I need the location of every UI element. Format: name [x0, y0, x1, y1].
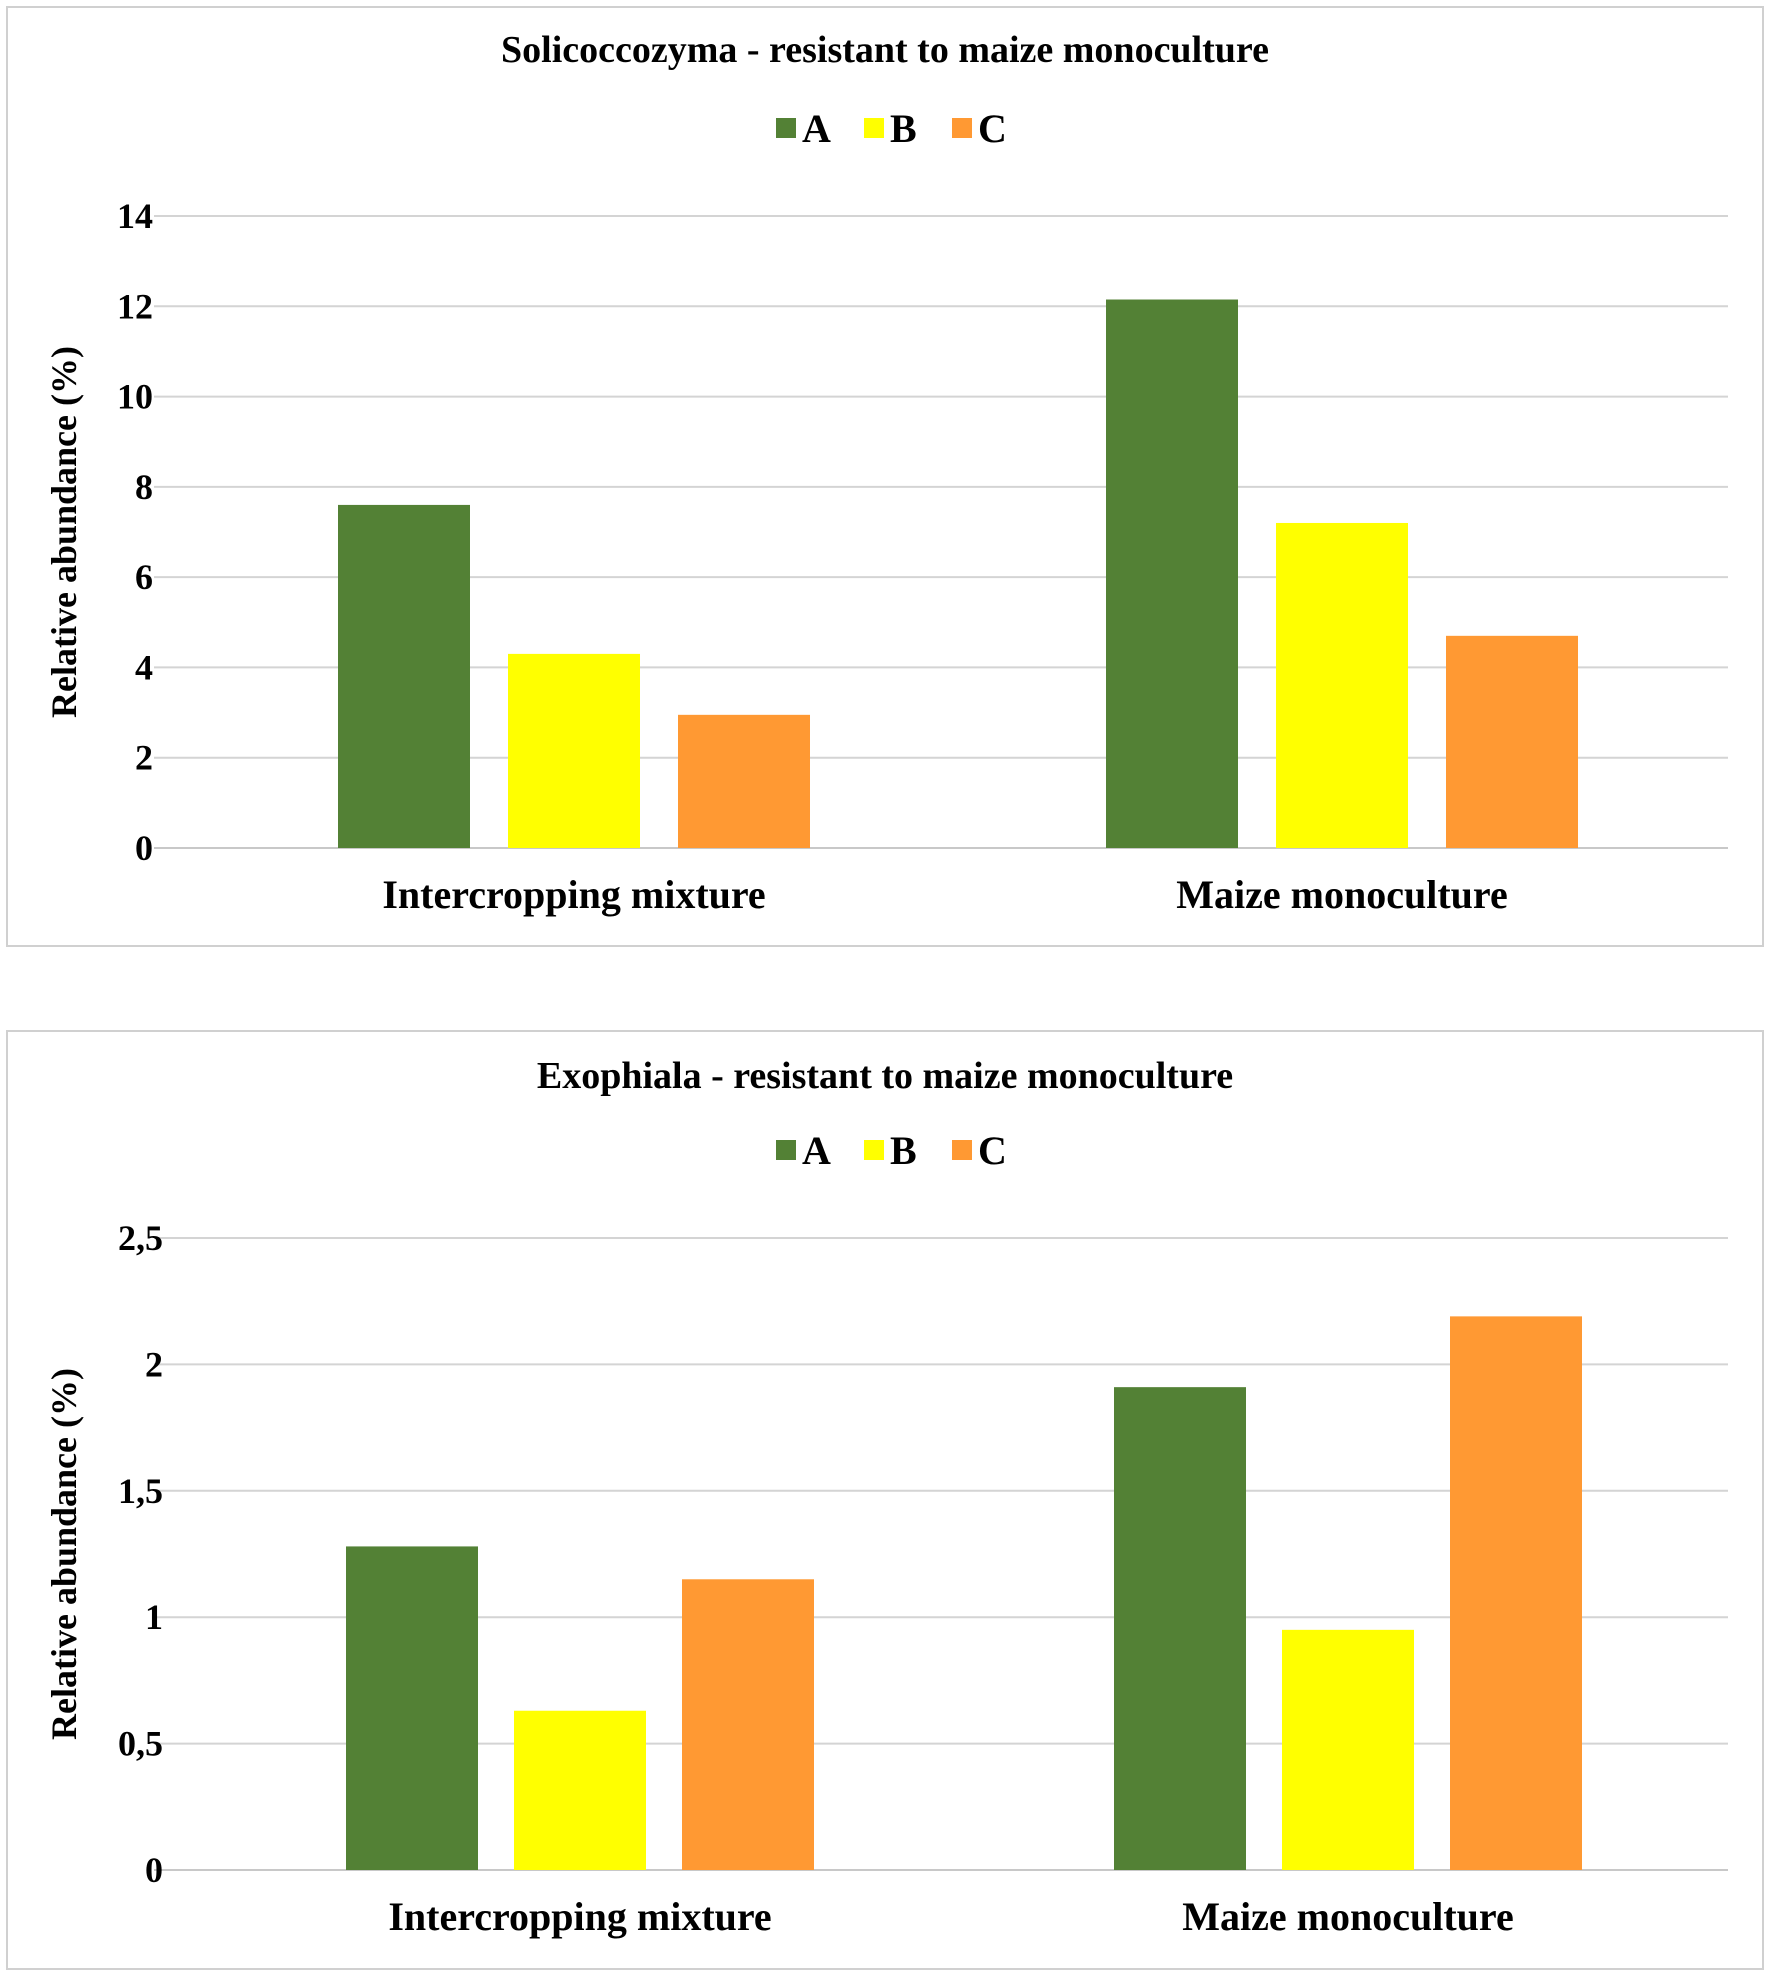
y-tick-label: 0: [145, 1850, 163, 1890]
bar-a-intercropping-mixture: [338, 504, 470, 848]
bar-b-maize-monoculture: [1276, 522, 1408, 848]
bar-c-intercropping-mixture: [682, 1579, 814, 1870]
y-tick-label: 0,5: [118, 1724, 163, 1764]
legend-label-b: B: [890, 1128, 917, 1173]
legend-label-c: C: [978, 106, 1007, 151]
legend-label-a: A: [802, 1128, 831, 1173]
chart-panel-exophiala: Exophiala - resistant to maize monocultu…: [6, 1030, 1764, 1970]
bar-c-maize-monoculture: [1450, 1316, 1582, 1870]
chart-exophiala: Exophiala - resistant to maize monocultu…: [44, 1055, 1728, 1939]
x-category-label: Intercropping mixture: [382, 872, 765, 917]
legend-swatch-a: [776, 118, 796, 138]
y-tick-label: 10: [117, 377, 153, 417]
bar-b-intercropping-mixture: [514, 1710, 646, 1870]
x-category-label: Maize monoculture: [1182, 1894, 1513, 1939]
legend-swatch-c: [952, 1140, 972, 1160]
y-tick-label: 2: [145, 1344, 163, 1384]
chart-solicoccozyma: Solicoccozyma - resistant to maize monoc…: [44, 29, 1728, 917]
legend-swatch-b: [864, 118, 884, 138]
x-category-label: Intercropping mixture: [388, 1894, 771, 1939]
legend-label-a: A: [802, 106, 831, 151]
legend-swatch-b: [864, 1140, 884, 1160]
y-tick-label: 2,5: [118, 1218, 163, 1258]
y-tick-label: 14: [117, 196, 153, 236]
y-tick-label: 6: [135, 557, 153, 597]
legend-swatch-c: [952, 118, 972, 138]
legend-label-b: B: [890, 106, 917, 151]
y-tick-label: 1,5: [118, 1471, 163, 1511]
bar-a-maize-monoculture: [1106, 299, 1238, 848]
y-tick-label: 12: [117, 286, 153, 326]
y-tick-label: 4: [135, 647, 153, 687]
legend-swatch-a: [776, 1140, 796, 1160]
y-tick-label: 1: [145, 1597, 163, 1637]
x-category-label: Maize monoculture: [1176, 872, 1507, 917]
bar-c-maize-monoculture: [1446, 635, 1578, 848]
chart-panel-solicoccozyma: Solicoccozyma - resistant to maize monoc…: [6, 6, 1764, 947]
y-tick-label: 2: [135, 738, 153, 778]
bar-c-intercropping-mixture: [678, 714, 810, 848]
chart-title: Exophiala - resistant to maize monocultu…: [537, 1055, 1233, 1097]
bar-b-maize-monoculture: [1282, 1629, 1414, 1870]
y-axis-title: Relative abundance (%): [44, 1368, 84, 1740]
y-tick-label: 8: [135, 467, 153, 507]
legend-label-c: C: [978, 1128, 1007, 1173]
bar-b-intercropping-mixture: [508, 653, 640, 848]
bar-a-maize-monoculture: [1114, 1387, 1246, 1870]
y-tick-label: 0: [135, 828, 153, 868]
y-axis-title: Relative abundance (%): [44, 346, 84, 718]
chart-title: Solicoccozyma - resistant to maize monoc…: [501, 29, 1269, 71]
bar-a-intercropping-mixture: [346, 1546, 478, 1870]
